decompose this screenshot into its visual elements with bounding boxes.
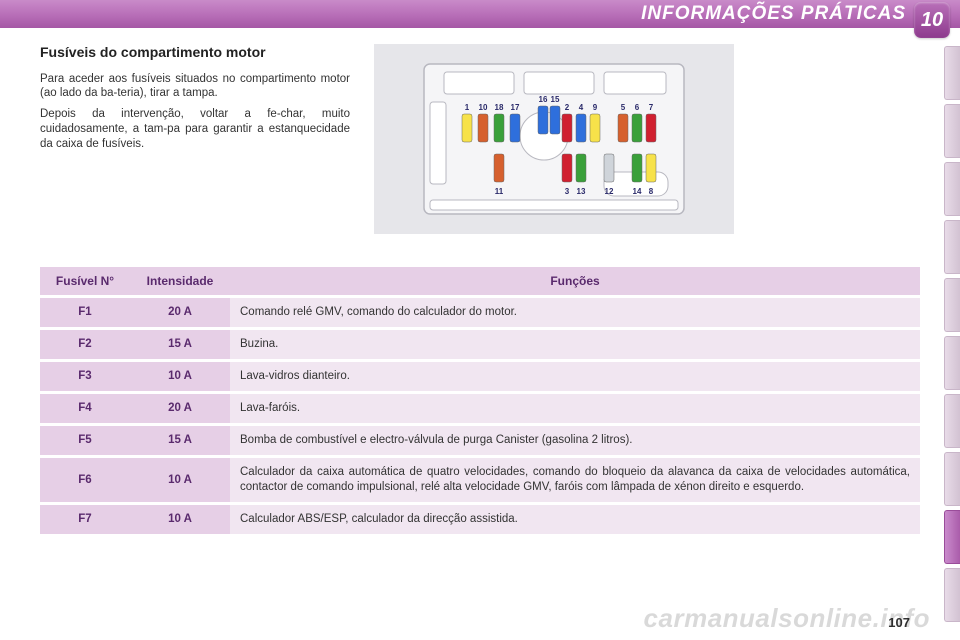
intensity-cell: 15 A	[130, 330, 230, 359]
side-tab[interactable]	[944, 162, 960, 216]
table-row: F610 ACalculador da caixa automática de …	[40, 458, 920, 502]
svg-text:4: 4	[579, 103, 584, 112]
side-tab[interactable]	[944, 220, 960, 274]
function-cell: Buzina.	[230, 330, 920, 359]
svg-text:18: 18	[495, 103, 504, 112]
intensity-cell: 10 A	[130, 362, 230, 391]
table-row: F710 ACalculador ABS/ESP, calculador da …	[40, 505, 920, 534]
svg-text:9: 9	[593, 103, 598, 112]
fuse-number-cell: F3	[40, 362, 130, 391]
fuse-box-svg: 1 10 18 17 1615 249 567 11 3 13 12 14 8	[374, 44, 734, 234]
header-bar: INFORMAÇÕES PRÁTICAS 10	[0, 0, 960, 28]
svg-text:11: 11	[495, 187, 504, 196]
fuse-number-cell: F5	[40, 426, 130, 455]
side-tab[interactable]	[944, 394, 960, 448]
table-row: F120 AComando relé GMV, comando do calcu…	[40, 298, 920, 327]
side-tab[interactable]	[944, 568, 960, 622]
svg-text:17: 17	[511, 103, 520, 112]
side-tabs	[944, 46, 960, 622]
content-area: Fusíveis do compartimento motor Para ace…	[0, 28, 960, 234]
side-tab[interactable]	[944, 104, 960, 158]
intensity-cell: 10 A	[130, 505, 230, 534]
svg-text:1: 1	[465, 103, 470, 112]
fuse-diagram: 1 10 18 17 1615 249 567 11 3 13 12 14 8	[374, 44, 734, 234]
section-title: Fusíveis do compartimento motor	[40, 44, 350, 62]
page-title: INFORMAÇÕES PRÁTICAS	[641, 3, 906, 25]
fuse-number-cell: F4	[40, 394, 130, 423]
fuse-table-wrap: Fusível N° Intensidade Funções F120 ACom…	[40, 264, 920, 537]
fuse-number-cell: F2	[40, 330, 130, 359]
col-header-fuse: Fusível N°	[40, 267, 130, 295]
table-row: F515 ABomba de combustível e electro-vál…	[40, 426, 920, 455]
intensity-cell: 20 A	[130, 298, 230, 327]
svg-text:7: 7	[649, 103, 654, 112]
svg-text:15: 15	[551, 95, 560, 104]
fuse-number-cell: F1	[40, 298, 130, 327]
svg-text:8: 8	[649, 187, 654, 196]
chapter-number: 10	[914, 2, 950, 38]
function-cell: Calculador ABS/ESP, calculador da direcç…	[230, 505, 920, 534]
col-header-intensity: Intensidade	[130, 267, 230, 295]
side-tab[interactable]	[944, 452, 960, 506]
table-row: F310 ALava-vidros dianteiro.	[40, 362, 920, 391]
side-tab[interactable]	[944, 46, 960, 100]
function-cell: Comando relé GMV, comando do calculador …	[230, 298, 920, 327]
table-row: F215 ABuzina.	[40, 330, 920, 359]
intensity-cell: 15 A	[130, 426, 230, 455]
table-row: F420 ALava-faróis.	[40, 394, 920, 423]
text-column: Fusíveis do compartimento motor Para ace…	[40, 44, 350, 234]
fuse-number-cell: F6	[40, 458, 130, 502]
fuse-table: Fusível N° Intensidade Funções F120 ACom…	[40, 264, 920, 537]
side-tab[interactable]	[944, 336, 960, 390]
col-header-functions: Funções	[230, 267, 920, 295]
svg-text:10: 10	[479, 103, 488, 112]
svg-text:12: 12	[605, 187, 614, 196]
function-cell: Lava-vidros dianteiro.	[230, 362, 920, 391]
table-header-row: Fusível N° Intensidade Funções	[40, 267, 920, 295]
svg-text:2: 2	[565, 103, 570, 112]
svg-text:16: 16	[539, 95, 548, 104]
side-tab[interactable]	[944, 278, 960, 332]
fuse-number-cell: F7	[40, 505, 130, 534]
svg-text:14: 14	[633, 187, 642, 196]
intensity-cell: 20 A	[130, 394, 230, 423]
watermark: carmanualsonline.info	[644, 603, 930, 634]
function-cell: Lava-faróis.	[230, 394, 920, 423]
function-cell: Bomba de combustível e electro-válvula d…	[230, 426, 920, 455]
svg-text:6: 6	[635, 103, 640, 112]
paragraph-1: Para aceder aos fusíveis situados no com…	[40, 72, 350, 102]
svg-text:5: 5	[621, 103, 626, 112]
intensity-cell: 10 A	[130, 458, 230, 502]
svg-text:13: 13	[577, 187, 586, 196]
svg-text:3: 3	[565, 187, 570, 196]
paragraph-2: Depois da intervenção, voltar a fe-char,…	[40, 107, 350, 152]
side-tab-active[interactable]	[944, 510, 960, 564]
function-cell: Calculador da caixa automática de quatro…	[230, 458, 920, 502]
